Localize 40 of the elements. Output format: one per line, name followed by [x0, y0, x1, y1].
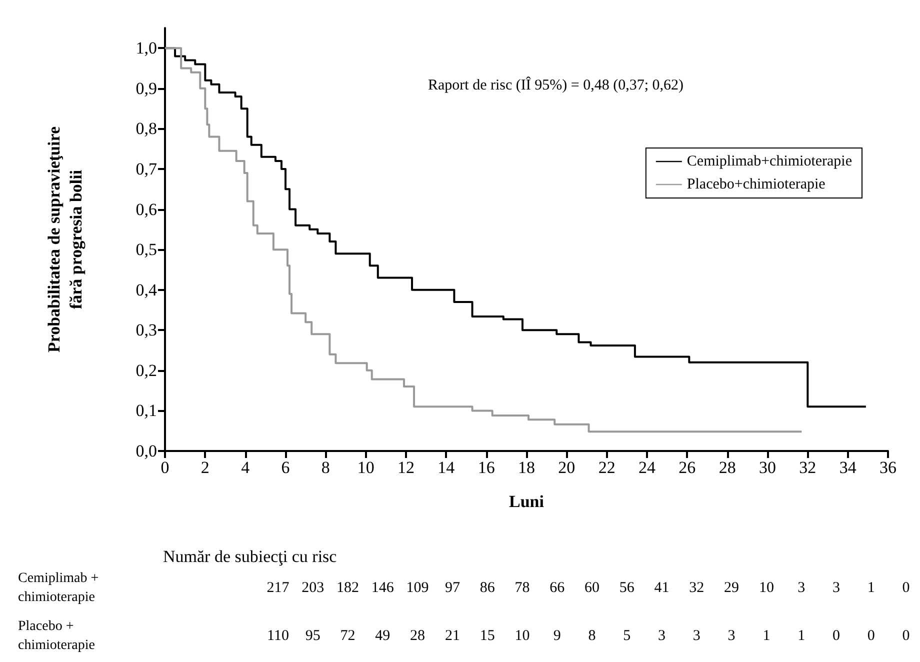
y-tick-label: 0,2	[136, 360, 157, 380]
text: 217 203 182 146 109 97 86 78 66 60 56 41 32 29 10 3 3 1 0	[266, 580, 910, 596]
x-tick-label: 14	[438, 458, 456, 477]
legend-label: Cemiplimab+chimioterapie	[686, 154, 852, 170]
y-tick-label: 0,9	[136, 78, 157, 98]
x-tick-label: 2	[200, 458, 210, 477]
x-tick-label: 16	[478, 458, 495, 477]
y-axis-title: Probabilitatea de supravieţuire fără progresia bolii	[44, 126, 86, 353]
x-tick-label: 4	[241, 458, 250, 477]
x-tick-label: 32	[799, 458, 816, 477]
annotation: Raport de risc (IÎ 95%) = 0,48 (0,37; 0,62)	[428, 76, 684, 94]
x-tick-label: 18	[518, 458, 535, 477]
x-axis-title: Luni	[509, 492, 544, 511]
legend-label: Placebo+chimioterapie	[686, 176, 826, 192]
y-tick-label: 0,4	[136, 280, 158, 300]
y-tick-label: 0,7	[136, 160, 158, 178]
x-tick-label: 22	[598, 458, 616, 477]
y-tick-label: 0,8	[136, 119, 157, 138]
x-tick-label: 10	[357, 458, 374, 477]
y-tick-label: 0,3	[136, 320, 157, 340]
y-tick-label: 0,6	[136, 200, 157, 219]
x-tick-label: 6	[281, 458, 290, 477]
y-tick-label: 0,5	[136, 240, 157, 260]
x-tick-label: 34	[839, 458, 857, 477]
text: 110 95 72 49 28 21 15 10 9 8 5 3 3 3 1 1 0 0 0	[267, 628, 910, 644]
text: Număr de subiecţi cu risc	[163, 547, 338, 566]
x-tick-label: 30	[759, 458, 776, 477]
x-tick-label: 20	[558, 458, 576, 477]
x-tick-label: 26	[678, 458, 696, 477]
x-tick-label: 28	[718, 458, 736, 477]
x-tick-label: 0	[160, 458, 170, 477]
x-tick-label: 24	[638, 458, 656, 477]
y-tick-label: 0,0	[136, 442, 157, 460]
text: Cemiplimab + chimioterapie	[18, 571, 99, 605]
x-tick-label: 36	[880, 458, 896, 477]
text: Placebo + chimioterapie	[18, 619, 95, 653]
x-tick-label: 8	[321, 458, 330, 477]
x-tick-label: 12	[398, 458, 414, 477]
y-tick-label: 1,0	[136, 38, 157, 58]
y-tick-label: 0,1	[136, 401, 157, 420]
